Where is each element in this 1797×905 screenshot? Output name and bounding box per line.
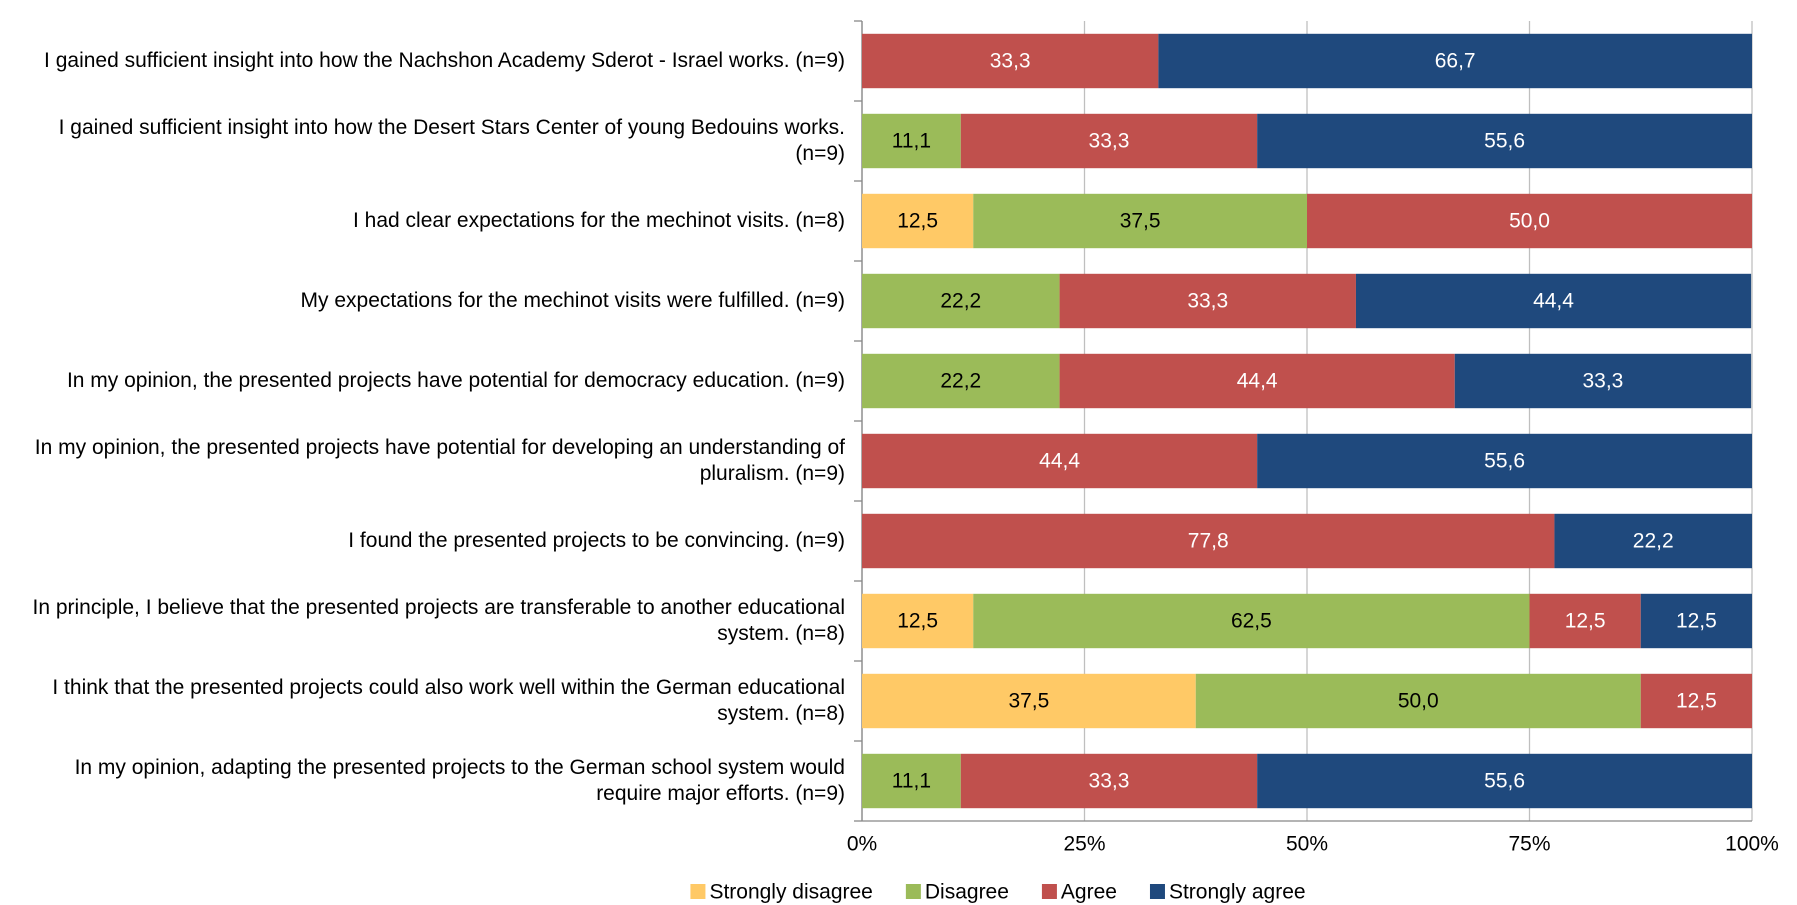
legend-label: Strongly agree: [1169, 881, 1306, 904]
value-label: 11,1: [892, 130, 931, 153]
value-label: 55,6: [1484, 130, 1525, 153]
legend-swatch: [905, 884, 921, 899]
value-label: 12,5: [897, 210, 938, 233]
bar-segment: [862, 353, 1060, 409]
value-label: 44,4: [1237, 370, 1278, 393]
bar-segment: [973, 593, 1530, 649]
value-label: 12,5: [897, 610, 938, 633]
legend-label: Agree: [1061, 881, 1117, 904]
value-label: 33,3: [1089, 770, 1130, 793]
bar-segment: [862, 673, 1196, 729]
bar-segment: [1257, 113, 1752, 169]
value-label: 55,6: [1484, 770, 1525, 793]
bar-segment: [1195, 673, 1641, 729]
bar-segment: [1257, 753, 1752, 809]
x-tick-label: 25%: [1063, 833, 1105, 856]
bar-segment: [862, 193, 974, 249]
bar-segment: [973, 193, 1307, 249]
bar-segment: [862, 113, 961, 169]
legend-swatch: [690, 884, 706, 899]
bar-segment: [862, 273, 1060, 329]
bar-segment: [1307, 193, 1752, 249]
category-label: In principle, I believe that the present…: [32, 596, 845, 645]
x-tick-label: 75%: [1508, 833, 1550, 856]
bar-segment: [1640, 673, 1752, 729]
value-label: 77,8: [1188, 530, 1229, 553]
bar-segment: [862, 753, 961, 809]
value-label: 22,2: [1633, 530, 1674, 553]
category-label: In my opinion, adapting the presented pr…: [74, 756, 845, 805]
bar-segment: [1640, 593, 1752, 649]
bar-segment: [1554, 513, 1752, 569]
bar-segment: [1158, 33, 1752, 89]
value-label: 12,5: [1676, 610, 1717, 633]
value-label: 50,0: [1509, 210, 1550, 233]
value-label: 11,1: [892, 770, 931, 793]
bar-segment: [1454, 353, 1752, 409]
x-tick-label: 100%: [1725, 833, 1779, 856]
value-label: 33,3: [990, 50, 1031, 73]
category-label: I found the presented projects to be con…: [348, 529, 845, 552]
category-label: In my opinion, the presented projects ha…: [34, 436, 845, 485]
legend-swatch: [1041, 884, 1057, 899]
value-label: 33,3: [1582, 370, 1623, 393]
bar-segment: [862, 433, 1258, 489]
value-label: 33,3: [1187, 290, 1228, 313]
bar-segment: [1355, 273, 1752, 329]
value-label: 37,5: [1008, 690, 1049, 713]
bar-segment: [1059, 353, 1455, 409]
bar-segment: [862, 513, 1555, 569]
x-tick-label: 0%: [847, 833, 877, 856]
value-label: 37,5: [1120, 210, 1161, 233]
x-tick-label: 50%: [1286, 833, 1328, 856]
category-label: In my opinion, the presented projects ha…: [66, 369, 845, 392]
legend-label: Strongly disagree: [709, 881, 872, 904]
value-label: 50,0: [1398, 690, 1439, 713]
legend-swatch: [1149, 884, 1165, 899]
category-label: I had clear expectations for the mechino…: [353, 209, 845, 232]
value-label: 55,6: [1484, 450, 1525, 473]
category-label: My expectations for the mechinot visits …: [300, 289, 845, 312]
bar-segment: [862, 593, 974, 649]
category-label: I think that the presented projects coul…: [52, 676, 845, 725]
category-label: I gained sufficient insight into how the…: [44, 49, 845, 72]
value-label: 62,5: [1231, 610, 1272, 633]
value-label: 33,3: [1089, 130, 1130, 153]
value-label: 12,5: [1565, 610, 1606, 633]
value-label: 44,4: [1533, 290, 1574, 313]
bar-segment: [1529, 593, 1641, 649]
value-label: 22,2: [940, 290, 981, 313]
value-label: 44,4: [1039, 450, 1080, 473]
bar-segment: [960, 113, 1258, 169]
value-label: 12,5: [1676, 690, 1717, 713]
bar-segment: [862, 33, 1159, 89]
bar-segment: [960, 753, 1258, 809]
bar-segment: [1059, 273, 1356, 329]
bar-segment: [1257, 433, 1752, 489]
category-label: I gained sufficient insight into how the…: [58, 116, 845, 165]
value-label: 66,7: [1435, 50, 1476, 73]
legend-label: Disagree: [925, 881, 1009, 904]
value-label: 22,2: [940, 370, 981, 393]
